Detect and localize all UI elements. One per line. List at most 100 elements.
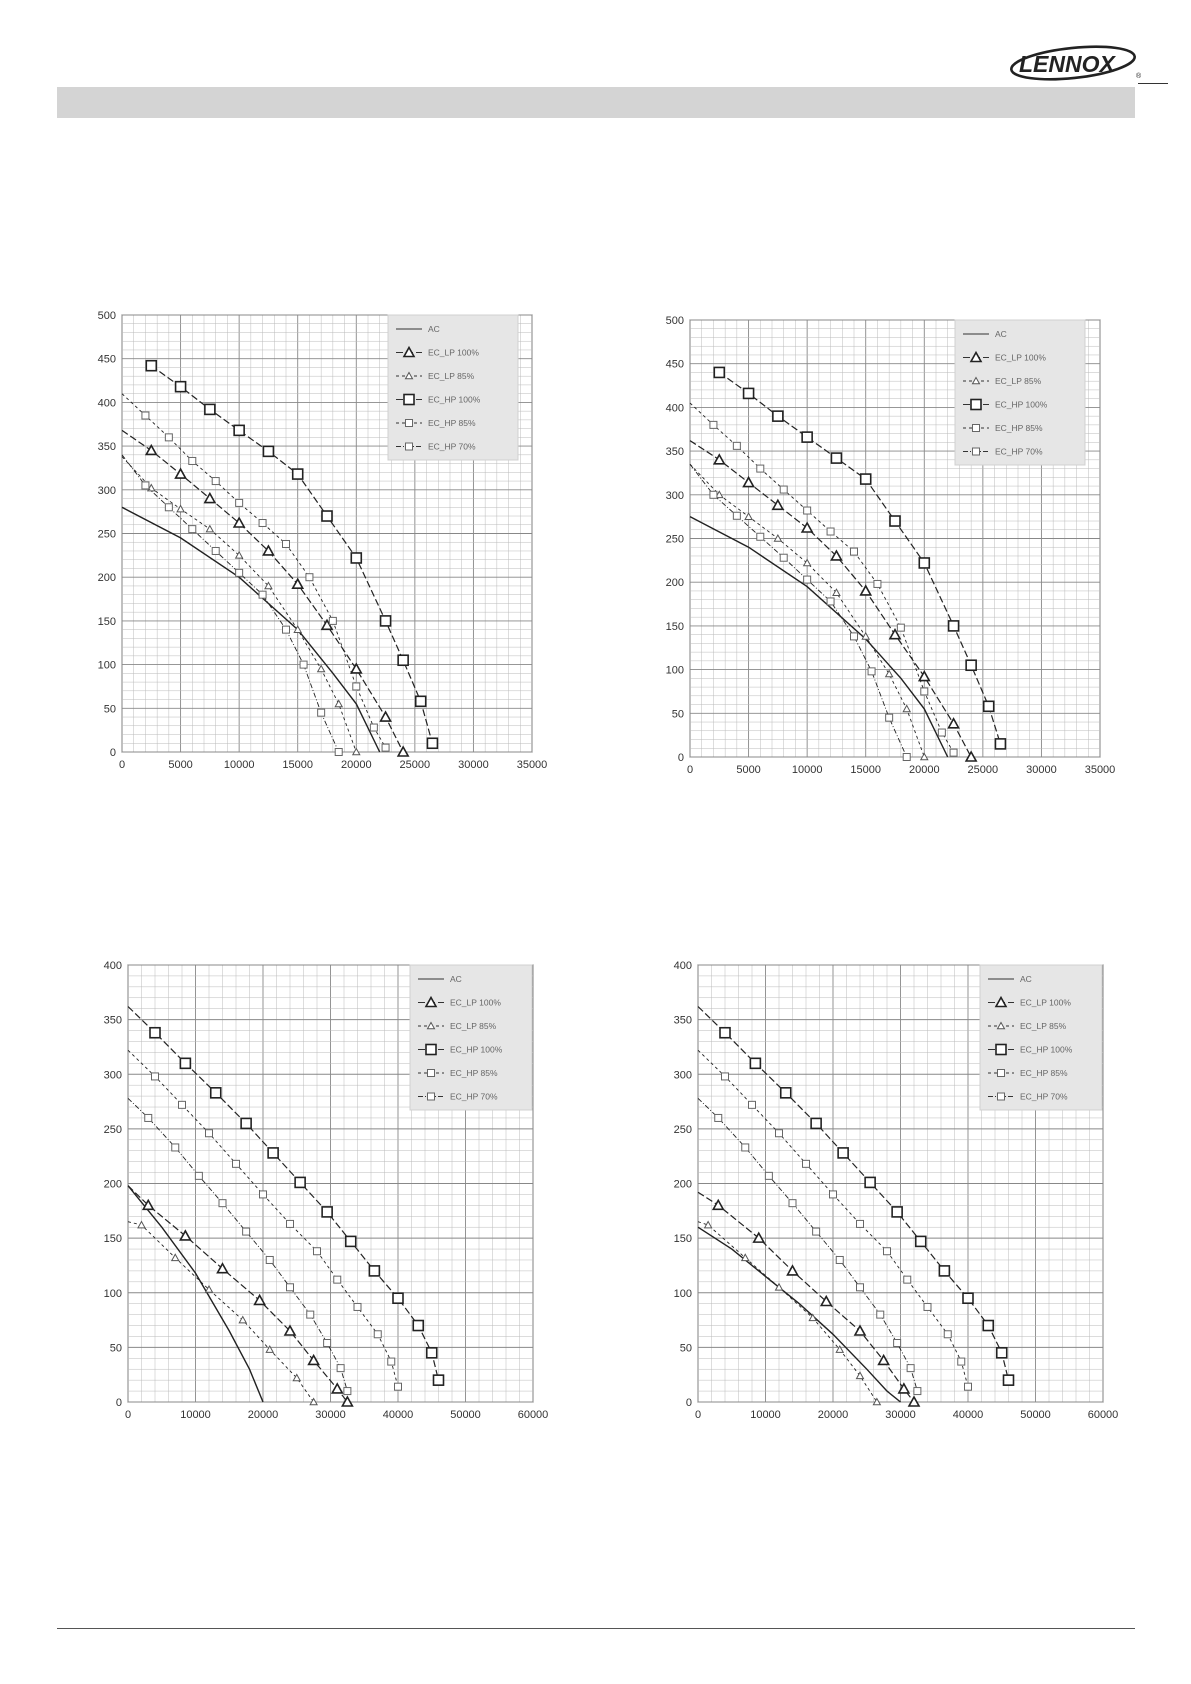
data-point xyxy=(164,433,173,442)
data-point xyxy=(379,710,392,722)
data-point xyxy=(752,1231,766,1243)
data-point xyxy=(995,1043,1007,1056)
data-point xyxy=(258,590,267,599)
y-tick-label: 400 xyxy=(98,397,116,409)
x-tick-label: 20000 xyxy=(909,764,940,776)
data-point xyxy=(306,1310,315,1319)
data-point xyxy=(800,521,814,533)
legend-label: EC_LP 100% xyxy=(1020,998,1071,1008)
data-point xyxy=(164,503,173,512)
data-point xyxy=(334,748,343,756)
data-point xyxy=(286,1283,294,1292)
data-point xyxy=(144,1113,153,1122)
data-point xyxy=(995,1347,1008,1359)
series-ec-hp-70- xyxy=(689,463,911,761)
data-point xyxy=(194,1171,203,1180)
data-point xyxy=(764,1171,773,1180)
y-tick-label: 50 xyxy=(680,1342,692,1354)
data-point xyxy=(709,490,718,499)
data-point xyxy=(914,1235,927,1248)
data-point xyxy=(997,1069,1005,1077)
data-point xyxy=(873,579,882,588)
data-point xyxy=(425,1347,438,1359)
series-ec-hp-100- xyxy=(713,366,1007,750)
legend-label: EC_LP 100% xyxy=(450,998,501,1008)
y-tick-label: 100 xyxy=(666,665,684,677)
data-point xyxy=(321,510,333,522)
y-tick-label: 250 xyxy=(674,1124,692,1136)
data-point xyxy=(262,544,275,556)
data-point xyxy=(837,1147,849,1159)
y-tick-label: 0 xyxy=(678,752,684,764)
data-point xyxy=(305,573,314,582)
y-tick-label: 0 xyxy=(110,747,116,759)
series-ec-lp-100- xyxy=(121,429,410,757)
series-ec-lp-85- xyxy=(127,1220,318,1406)
data-point xyxy=(719,1026,731,1039)
data-point xyxy=(897,1382,911,1394)
data-point xyxy=(714,1113,723,1122)
x-tick-label: 25000 xyxy=(968,764,999,776)
data-point xyxy=(788,1199,797,1208)
data-point xyxy=(259,1190,267,1199)
data-point xyxy=(179,1057,192,1070)
x-tick-label: 40000 xyxy=(383,1409,414,1421)
data-point xyxy=(397,654,409,667)
data-point xyxy=(427,1069,435,1077)
data-point xyxy=(856,1219,864,1228)
lennox-logo: LENNOX ® xyxy=(1010,45,1142,81)
grid xyxy=(697,964,1104,1403)
data-point xyxy=(238,1315,248,1324)
data-point xyxy=(265,1255,274,1264)
y-tick-label: 500 xyxy=(98,310,116,322)
data-point xyxy=(396,745,410,757)
legend-box xyxy=(979,964,1103,1111)
data-point xyxy=(242,1227,251,1236)
data-point xyxy=(855,1371,865,1380)
data-point xyxy=(740,1253,750,1262)
data-point xyxy=(835,1345,845,1353)
data-point xyxy=(832,588,841,596)
series-ac xyxy=(697,1226,901,1403)
x-tick-label: 0 xyxy=(687,764,693,776)
fan-curve-chart-2: 0 5000 10000 15000 20000 25000 30000 35000 0 50 10… xyxy=(666,315,1116,776)
legend-label: AC xyxy=(1020,974,1032,984)
data-point xyxy=(149,1026,161,1039)
data-point xyxy=(432,1374,445,1386)
data-point xyxy=(859,584,873,596)
legend-label: EC_HP 100% xyxy=(428,395,481,405)
series-ec-hp-70- xyxy=(121,454,343,756)
data-point xyxy=(802,1159,810,1168)
legend-label: EC_HP 70% xyxy=(1020,1092,1068,1102)
data-point xyxy=(830,452,843,464)
x-tick-label: 10000 xyxy=(792,764,823,776)
data-point xyxy=(317,708,326,717)
series-line xyxy=(121,454,340,753)
y-tick-label: 200 xyxy=(674,1179,692,1191)
x-tick-label: 10000 xyxy=(180,1409,211,1421)
data-point xyxy=(174,380,187,393)
series-line xyxy=(127,1185,264,1403)
data-point xyxy=(801,431,813,443)
y-tick-label: 200 xyxy=(98,572,116,584)
data-point xyxy=(893,1339,902,1348)
data-point xyxy=(867,667,876,676)
data-point xyxy=(803,575,812,584)
x-tick-label: 10000 xyxy=(750,1409,781,1421)
data-point xyxy=(938,1265,951,1277)
series-line xyxy=(127,1097,348,1392)
series-ec-hp-100- xyxy=(145,359,439,750)
y-tick-label: 250 xyxy=(104,1124,122,1136)
series-ec-hp-70- xyxy=(697,1097,922,1396)
y-tick-label: 300 xyxy=(98,485,116,497)
data-point xyxy=(267,1147,279,1159)
data-point xyxy=(907,1395,921,1407)
data-point xyxy=(336,1364,345,1373)
x-tick-label: 10000 xyxy=(224,759,255,771)
header-bar xyxy=(57,87,1135,118)
series-line xyxy=(697,1226,901,1403)
data-point xyxy=(405,419,413,427)
data-point xyxy=(969,350,983,363)
data-point xyxy=(234,550,244,559)
fan-curve-chart-3: 0 10000 20000 30000 40000 50000 60000 0 50 100 150… xyxy=(104,960,549,1421)
